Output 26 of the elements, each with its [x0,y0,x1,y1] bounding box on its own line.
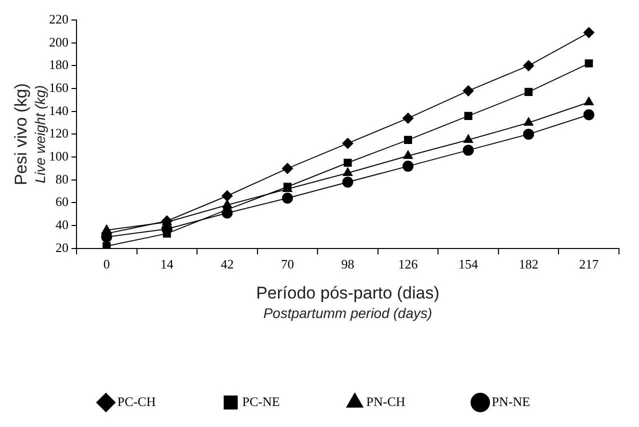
y-tick-label: 160 [49,80,68,95]
x-tick-label: 70 [280,256,294,272]
y-tick-label: 60 [56,194,68,210]
y-axis-title: Pesi vivo (kg) Live weight (kg) [12,83,48,186]
legend-label: PN-CH [366,394,406,409]
x-tick-label: 126 [398,256,418,272]
x-tick-label: 42 [220,256,234,272]
y-tick-label: 140 [49,102,68,118]
x-axis-title: Período pós-parto (dias) Postpartumm period (days) [256,284,440,321]
y-tick-label: 20 [56,240,68,255]
y-tick-label: 120 [49,126,68,141]
x-tick-label: 98 [341,256,354,272]
legend-label: PC-NE [242,394,280,409]
y-tick-label: 40 [56,216,68,232]
x-tick-label: 217 [579,256,600,272]
x-tick-label: 182 [518,256,538,272]
y-tick-label: 100 [49,148,68,164]
legend-label: PN-NE [492,394,530,409]
x-tick-label: 0 [103,256,110,272]
x-tick-label: 14 [160,256,174,272]
y-tick-label: 220 [49,11,68,26]
y-tick-label: 180 [49,57,68,72]
legend-label: PC-CH [117,394,156,409]
y-tick-label: 80 [56,171,68,186]
y-tick-label: 200 [49,34,68,50]
x-tick-label: 154 [458,256,479,272]
